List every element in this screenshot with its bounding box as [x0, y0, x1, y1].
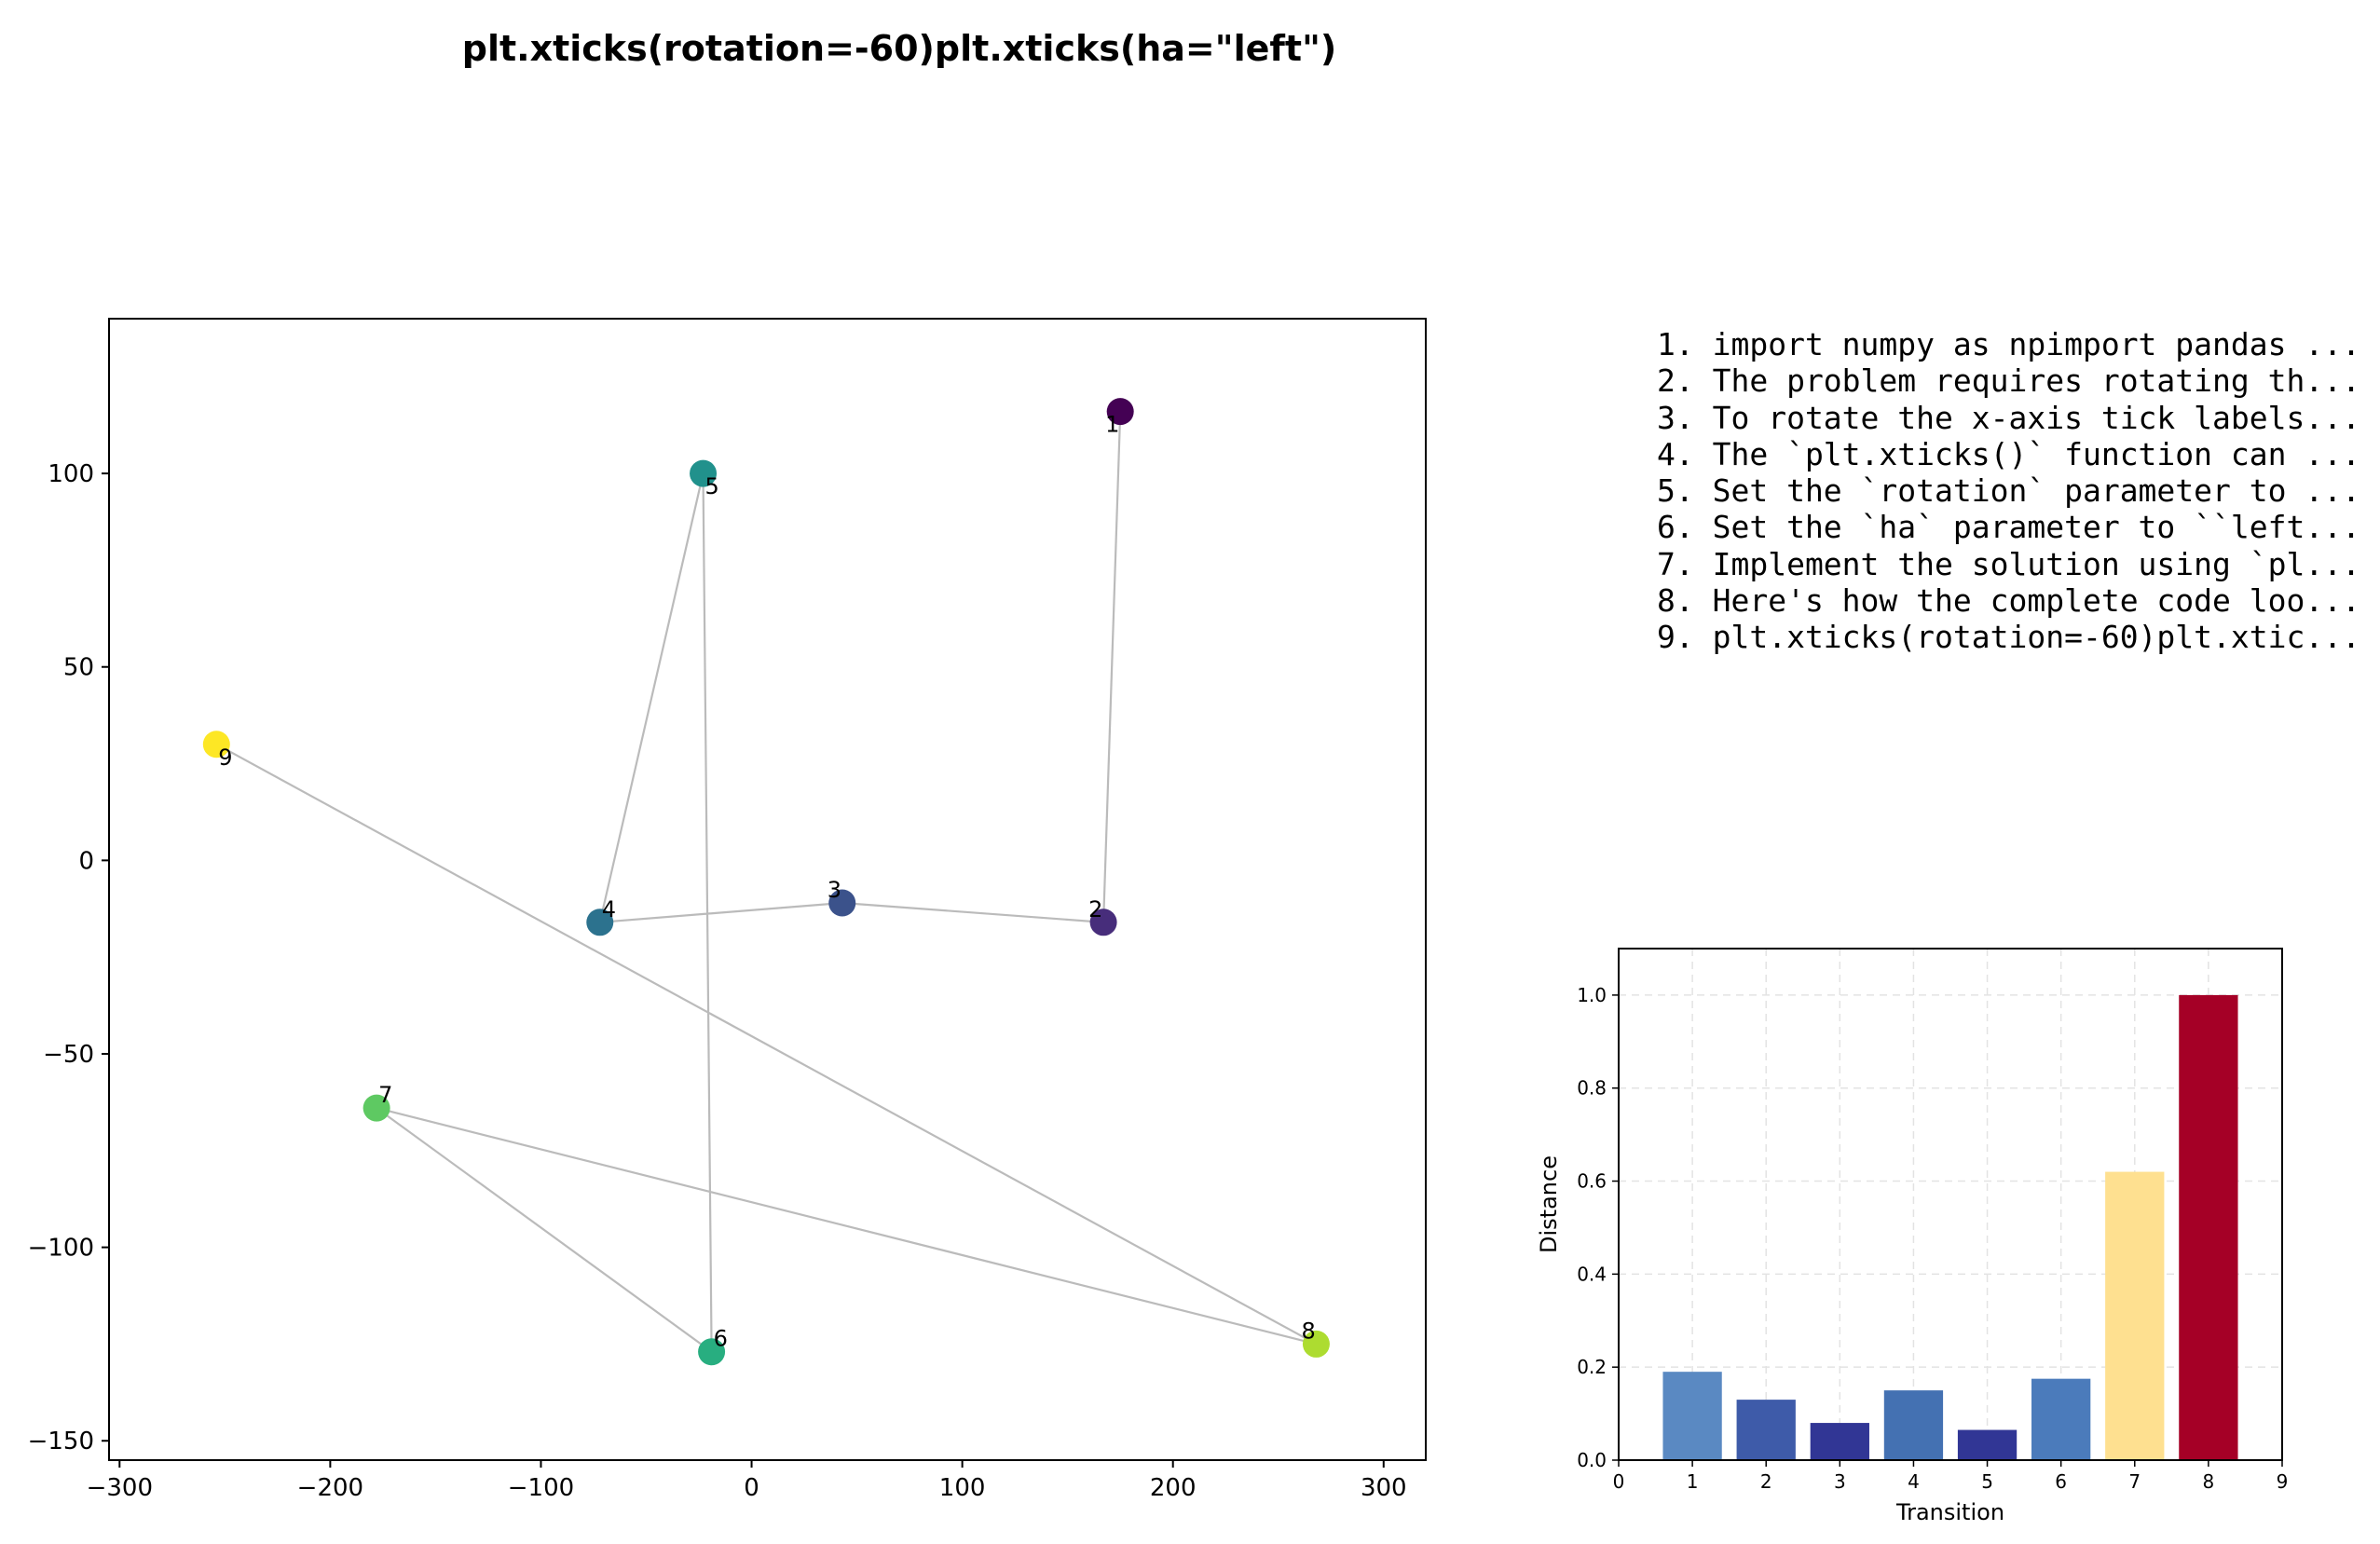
- step-item: 6. Set the `ha` parameter to ``left...: [1657, 509, 2360, 546]
- x-tick-label: 200: [1150, 1474, 1197, 1502]
- y-tick-label: −100: [28, 1235, 94, 1263]
- bar: [2179, 994, 2238, 1460]
- bar-plot-frame: [1618, 948, 2283, 1461]
- scatter-point: [698, 1338, 726, 1366]
- y-tick-label: 1.0: [1577, 984, 1607, 1006]
- point-label: 2: [1088, 896, 1102, 922]
- scatter-point: [828, 889, 856, 917]
- bar: [1957, 1429, 2018, 1460]
- x-tick-label: 2: [1760, 1470, 1772, 1493]
- x-tick-label: 0: [1613, 1470, 1625, 1493]
- steps-list: 1. import numpy as npimport pandas ... 2.…: [1657, 326, 2360, 656]
- x-tick-label: 0: [744, 1474, 759, 1502]
- y-axis-label: Distance: [1536, 1155, 1562, 1253]
- x-axis-label: Transition: [1895, 1499, 2004, 1525]
- y-tick-label: 100: [48, 460, 94, 488]
- bar: [1810, 1423, 1869, 1460]
- scatter-point: [586, 909, 614, 936]
- step-item: 3. To rotate the x-axis tick labels...: [1657, 399, 2360, 436]
- x-tick-label: 300: [1361, 1474, 1407, 1502]
- y-tick-label: 0.4: [1577, 1263, 1607, 1285]
- point-label: 9: [218, 745, 232, 771]
- scatter-point: [1089, 909, 1117, 936]
- x-tick-label: 6: [2055, 1470, 2067, 1493]
- connecting-line: [215, 411, 1317, 1354]
- step-item: 4. The `plt.xticks()` function can ...: [1657, 435, 2360, 472]
- x-tick-label: −300: [87, 1474, 153, 1502]
- y-tick-label: 50: [63, 654, 94, 682]
- x-tick-label: 4: [1908, 1470, 1920, 1493]
- step-item: 7. Implement the solution using `pl...: [1657, 545, 2360, 582]
- bar: [1883, 1390, 1944, 1460]
- point-label: 3: [828, 877, 841, 903]
- bar: [1662, 1372, 1722, 1460]
- scatter-point: [202, 731, 230, 758]
- x-tick-label: 5: [1981, 1470, 1993, 1493]
- y-tick-label: −50: [43, 1041, 94, 1069]
- y-tick-label: 0.8: [1577, 1077, 1607, 1100]
- point-label: 8: [1301, 1318, 1315, 1344]
- x-tick-label: 8: [2203, 1470, 2215, 1493]
- scatter-point: [690, 459, 718, 487]
- x-tick-label: 1: [1687, 1470, 1699, 1493]
- point-label: 6: [714, 1326, 728, 1352]
- step-item: 2. The problem requires rotating th...: [1657, 362, 2360, 400]
- scatter-point: [1106, 398, 1134, 426]
- point-label: 5: [705, 473, 719, 499]
- figure-title: plt.xticks(rotation=-60)plt.xticks(ha="l…: [461, 28, 1337, 69]
- scatter-chart: 1 2 3 4 5 6 7 8 9 −300 −200 −100 0 100 200 300 −150 −100 −…: [28, 318, 1427, 1502]
- x-tick-label: 9: [2277, 1470, 2289, 1493]
- point-label: 7: [378, 1082, 392, 1108]
- y-tick-label: −150: [28, 1428, 94, 1455]
- bar-chart: 0 1 2 3 4 5 6 7 8 9 0.0 0.2 0.4 0.6 0.8 1.0 Transition Di…: [1536, 948, 2289, 1525]
- x-tick-label: 100: [939, 1474, 986, 1502]
- y-tick-label: 0.6: [1577, 1170, 1607, 1193]
- bar: [2031, 1378, 2091, 1460]
- scatter-plot-frame: [108, 318, 1427, 1461]
- step-item: 1. import numpy as npimport pandas ...: [1657, 326, 2360, 362]
- point-label: 1: [1105, 412, 1119, 438]
- scatter-point: [362, 1094, 390, 1122]
- step-item: 5. Set the `rotation` parameter to ...: [1657, 472, 2360, 510]
- x-tick-label: −200: [297, 1474, 363, 1502]
- point-label: 4: [602, 896, 616, 922]
- y-tick-label: 0.2: [1577, 1356, 1607, 1378]
- bar: [1736, 1400, 1796, 1460]
- step-item: 9. plt.xticks(rotation=-60)plt.xtic...: [1657, 619, 2360, 656]
- x-tick-label: 7: [2128, 1470, 2141, 1493]
- bar: [2105, 1171, 2165, 1460]
- y-tick-label: 0: [78, 847, 94, 875]
- x-tick-label: 3: [1834, 1470, 1846, 1493]
- y-tick-label: 0.0: [1577, 1449, 1607, 1471]
- scatter-point: [1302, 1330, 1330, 1358]
- x-tick-label: −100: [508, 1474, 574, 1502]
- step-item: 8. Here's how the complete code loo...: [1657, 582, 2360, 620]
